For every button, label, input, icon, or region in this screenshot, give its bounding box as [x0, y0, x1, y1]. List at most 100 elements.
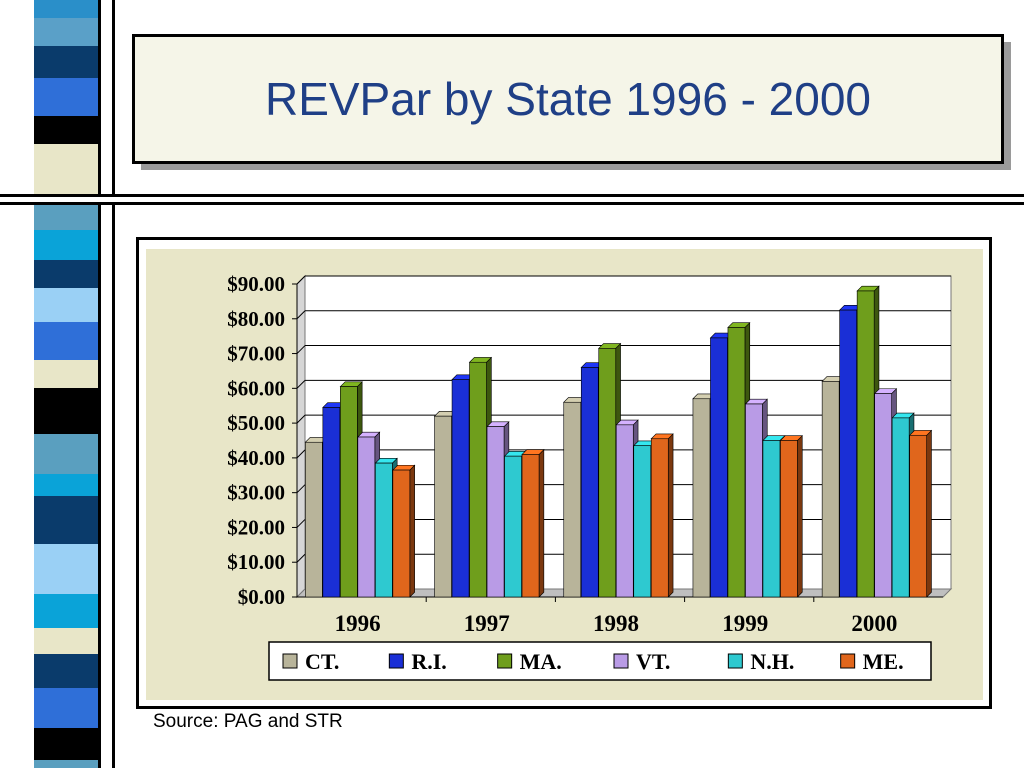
bar-nh-1996: [375, 462, 393, 598]
header-rule-bottom: [0, 202, 1024, 205]
bar-ct-2000: [821, 381, 840, 598]
strip-block: [34, 388, 98, 434]
strip-block: [34, 260, 98, 288]
bar-side: [409, 464, 415, 598]
y-tick-label: $80.00: [227, 307, 285, 331]
strip-block: [34, 544, 98, 594]
strip-block: [34, 230, 98, 260]
y-tick-label: $50.00: [227, 411, 285, 435]
gridline-side: [296, 553, 306, 563]
decorative-strip: [34, 0, 98, 768]
bar-vt-1999: [745, 403, 763, 598]
y-tick-label: $20.00: [227, 515, 285, 539]
bar-ma-1996: [340, 386, 358, 598]
bar-ct-1998: [563, 401, 582, 598]
bar-ct-1997: [434, 415, 452, 598]
bar-ma-2000: [856, 290, 875, 598]
legend-label: ME.: [863, 649, 904, 674]
bar-ct-1996: [305, 441, 323, 598]
source-note: Source: PAG and STR: [153, 711, 343, 732]
bar-ri-1999: [710, 337, 728, 598]
strip-block: [34, 18, 98, 46]
gridline-side: [296, 379, 306, 389]
strip-block: [34, 360, 98, 388]
bar-ri-1998: [580, 367, 599, 598]
bar-side: [797, 434, 803, 598]
y-tick-label: $70.00: [227, 342, 285, 366]
bar-me-1997: [521, 454, 540, 598]
legend-label: VT.: [636, 649, 670, 674]
y-tick-label: $30.00: [227, 481, 285, 505]
bar-me-1998: [650, 438, 669, 598]
strip-block: [34, 144, 98, 198]
left-rule-inner: [112, 0, 115, 768]
strip-block: [34, 116, 98, 144]
bar-side: [538, 448, 545, 598]
x-tick-label: 2000: [851, 611, 897, 636]
legend-label: CT.: [305, 649, 339, 674]
bar-ma-1998: [598, 348, 617, 598]
chart-frame: $0.00 $10.00 $20.00 $30.00 $40.00 $50.00 $60.0…: [136, 237, 992, 709]
strip-block: [34, 288, 98, 322]
header-rule-top: [0, 194, 1024, 197]
bar-ri-1996: [322, 407, 341, 598]
bar-nh-1999: [762, 440, 781, 598]
strip-block: [34, 78, 98, 116]
x-tick-label: 1997: [464, 611, 510, 636]
bar-ri-2000: [839, 309, 857, 598]
legend-label: R.I.: [411, 649, 446, 674]
y-tick-label: $0.00: [238, 585, 285, 609]
bar-me-2000: [909, 434, 927, 598]
x-tick-label: 1999: [722, 611, 768, 636]
bar-me-1999: [780, 440, 798, 598]
bar-ma-1997: [469, 361, 487, 598]
gridline-side: [296, 484, 306, 494]
y-tick-label: $90.00: [227, 272, 285, 296]
bar-vt-1998: [615, 424, 634, 598]
title-box: REVPar by State 1996 - 2000: [132, 34, 1004, 164]
gridline-side: [296, 519, 306, 528]
strip-block: [34, 434, 98, 474]
bar-vt-1997: [486, 426, 505, 598]
strip-block: [34, 46, 98, 78]
x-tick-label: 1996: [335, 611, 381, 636]
strip-block: [34, 728, 98, 760]
y-tick-label: $60.00: [227, 376, 285, 400]
y-tick-label: $40.00: [227, 446, 285, 470]
bar-vt-2000: [874, 393, 892, 598]
bar-vt-1996: [357, 436, 376, 598]
gridline-side: [296, 449, 306, 459]
legend-label: MA.: [520, 649, 562, 674]
strip-block: [34, 594, 98, 628]
bar-side: [926, 429, 932, 598]
legend-swatch: [388, 653, 404, 669]
legend-label: N.H.: [750, 649, 794, 674]
strip-block: [34, 654, 98, 688]
bar-nh-1997: [504, 455, 522, 598]
strip-block: [34, 628, 98, 654]
legend-swatch: [497, 653, 513, 669]
y-tick-label: $10.00: [227, 550, 285, 574]
legend-box: [268, 641, 932, 681]
strip-block: [34, 474, 98, 496]
bar-nh-2000: [891, 417, 910, 598]
gridline-side: [296, 414, 306, 424]
bar-me-1996: [392, 469, 411, 598]
plot-side-wall: [296, 274, 306, 599]
bar-side: [667, 433, 674, 598]
header-rule-gap: [0, 197, 1024, 202]
x-tick-label: 1998: [593, 611, 639, 636]
left-rule: [98, 0, 101, 768]
legend-swatch: [840, 653, 856, 669]
slide-title: REVPar by State 1996 - 2000: [264, 73, 872, 125]
bar-ct-1999: [692, 398, 711, 598]
strip-block: [34, 0, 98, 18]
bar-ri-1997: [451, 379, 470, 598]
bar-ma-1999: [727, 327, 746, 598]
strip-block: [34, 688, 98, 728]
legend-swatch: [613, 653, 629, 669]
revpar-bar-chart: $0.00 $10.00 $20.00 $30.00 $40.00 $50.00 $60.0…: [227, 272, 953, 681]
gridline-side: [296, 310, 306, 320]
legend-swatch: [282, 653, 298, 669]
legend-swatch: [727, 653, 743, 669]
